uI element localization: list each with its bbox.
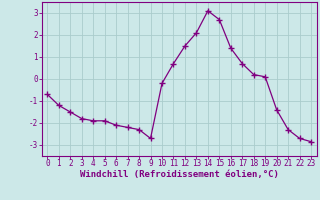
X-axis label: Windchill (Refroidissement éolien,°C): Windchill (Refroidissement éolien,°C) xyxy=(80,170,279,179)
